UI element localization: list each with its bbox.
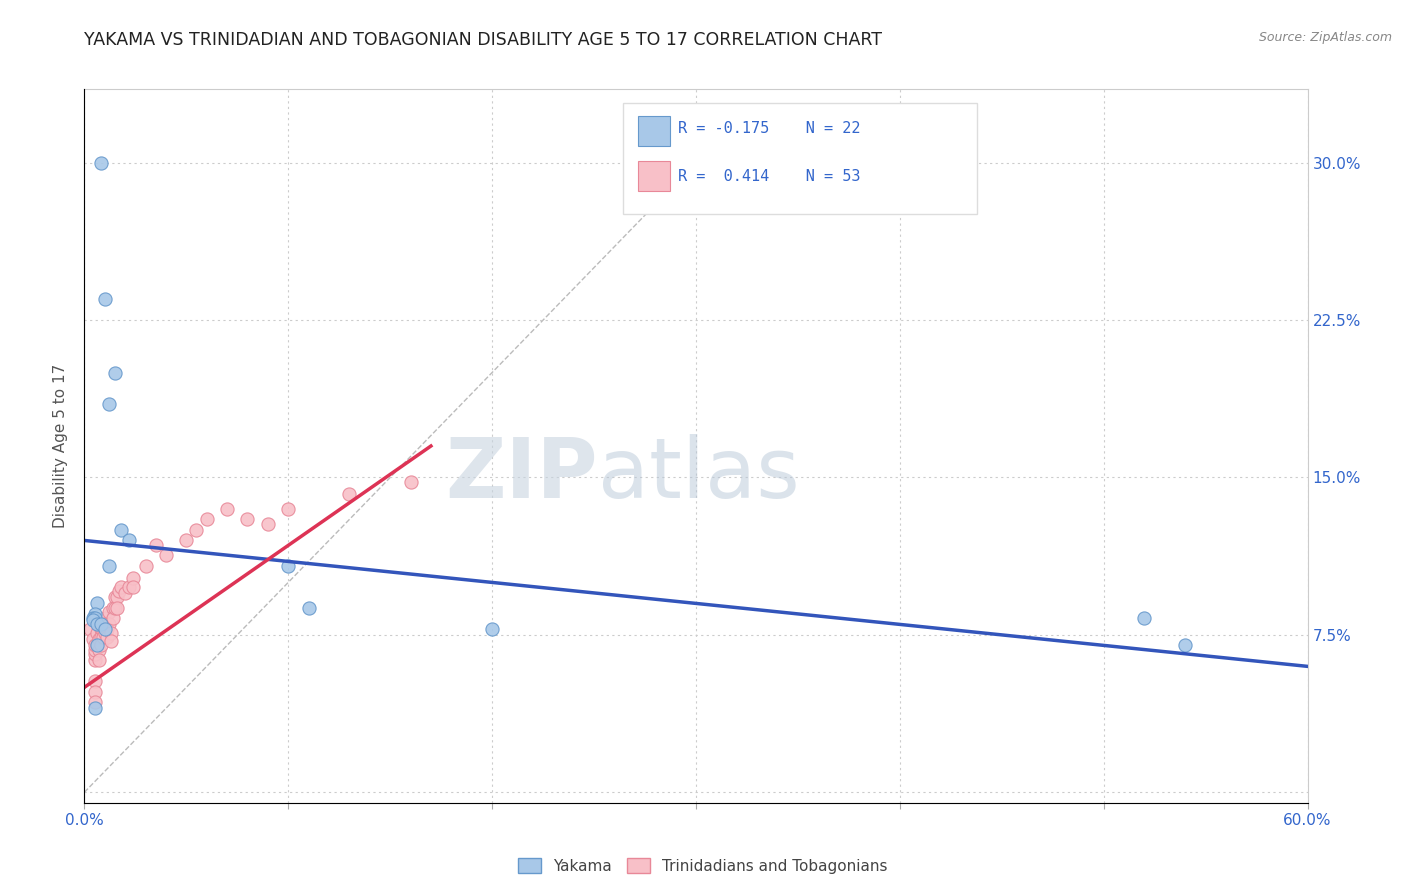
Point [86, 625, 108, 640]
Point [105, 590, 128, 604]
Point [97, 558, 120, 573]
Point [93, 625, 117, 640]
Text: atlas: atlas [598, 434, 800, 515]
Point [155, 548, 177, 562]
Point [83, 674, 105, 689]
Point [87, 642, 110, 657]
Text: R = -0.175    N = 22: R = -0.175 N = 22 [678, 121, 860, 136]
Point [86, 639, 108, 653]
Point [298, 600, 321, 615]
Point [83, 607, 105, 621]
Point [104, 600, 127, 615]
Point [83, 639, 105, 653]
Point [97, 397, 120, 411]
Point [93, 292, 117, 306]
Point [90, 639, 112, 653]
Point [86, 639, 108, 653]
Point [257, 516, 280, 531]
Point [82, 613, 104, 627]
Text: YAKAMA VS TRINIDADIAN AND TOBAGONIAN DISABILITY AGE 5 TO 17 CORRELATION CHART: YAKAMA VS TRINIDADIAN AND TOBAGONIAN DIS… [84, 31, 883, 49]
Point [118, 580, 141, 594]
Point [122, 580, 145, 594]
Point [481, 622, 503, 636]
Point [93, 611, 117, 625]
Point [83, 701, 105, 715]
Point [91, 624, 114, 638]
Point [145, 538, 167, 552]
Point [83, 653, 105, 667]
Point [110, 580, 132, 594]
Point [97, 617, 120, 632]
Point [100, 634, 122, 648]
Point [195, 512, 218, 526]
Point [93, 617, 117, 632]
Text: ZIP: ZIP [446, 434, 598, 515]
Point [399, 475, 422, 489]
Point [86, 596, 108, 610]
Point [104, 366, 127, 380]
Point [90, 622, 112, 636]
Point [83, 695, 105, 709]
Point [101, 611, 124, 625]
Point [82, 611, 104, 625]
Point [91, 617, 114, 632]
Point [83, 642, 105, 657]
Point [86, 617, 108, 632]
FancyBboxPatch shape [638, 161, 671, 191]
Point [83, 611, 105, 625]
Point [90, 155, 112, 169]
Point [87, 632, 110, 646]
Point [122, 571, 145, 585]
Point [1133, 611, 1156, 625]
Point [100, 625, 122, 640]
Point [1174, 639, 1197, 653]
Point [83, 647, 105, 661]
Point [87, 653, 110, 667]
Text: Source: ZipAtlas.com: Source: ZipAtlas.com [1258, 31, 1392, 45]
Point [236, 512, 259, 526]
Text: R =  0.414    N = 53: R = 0.414 N = 53 [678, 169, 860, 184]
Point [217, 502, 239, 516]
Point [118, 533, 141, 548]
FancyBboxPatch shape [623, 103, 977, 214]
Point [135, 558, 157, 573]
Point [93, 622, 117, 636]
Point [90, 630, 112, 644]
Point [83, 684, 105, 698]
Point [96, 630, 118, 644]
Point [339, 487, 361, 501]
Point [108, 583, 131, 598]
Legend: Yakama, Trinidadians and Tobagonians: Yakama, Trinidadians and Tobagonians [512, 852, 894, 880]
Point [104, 590, 127, 604]
FancyBboxPatch shape [638, 116, 671, 145]
Y-axis label: Disability Age 5 to 17: Disability Age 5 to 17 [53, 364, 69, 528]
Point [114, 586, 136, 600]
Point [277, 502, 299, 516]
Point [110, 523, 132, 537]
Point [105, 600, 128, 615]
Point [176, 533, 198, 548]
Point [91, 630, 114, 644]
Point [97, 605, 120, 619]
Point [277, 558, 299, 573]
Point [96, 622, 118, 636]
Point [82, 632, 104, 646]
Point [186, 523, 208, 537]
Point [79, 622, 101, 636]
Point [90, 617, 112, 632]
Point [101, 600, 124, 615]
